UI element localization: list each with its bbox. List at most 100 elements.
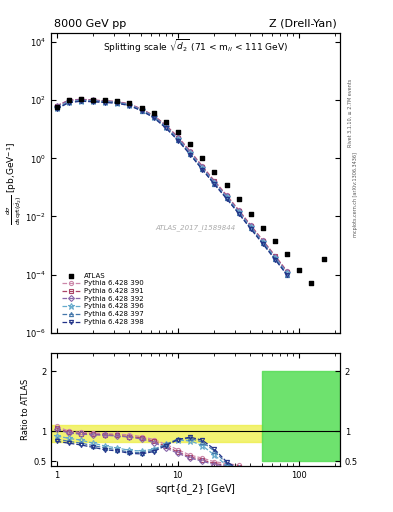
Pythia 6.428 391 (127, 101, 132, 107)
Pythia 6.428 390 (212, 178, 217, 184)
Pythia 6.428 396 (176, 136, 180, 142)
ATLAS (138, 103, 145, 112)
Pythia 6.428 391 (200, 163, 205, 169)
Line: Pythia 6.428 391: Pythia 6.428 391 (55, 97, 289, 274)
Pythia 6.428 390 (188, 148, 193, 154)
Line: Pythia 6.428 392: Pythia 6.428 392 (55, 97, 289, 274)
ATLAS (199, 154, 206, 162)
Pythia 6.428 392 (273, 254, 277, 260)
Line: Pythia 6.428 397: Pythia 6.428 397 (55, 99, 289, 276)
Pythia 6.428 397 (248, 225, 253, 231)
Pythia 6.428 392 (285, 269, 290, 275)
Pythia 6.428 392 (261, 238, 265, 244)
Pythia 6.428 391 (248, 223, 253, 229)
ATLAS (53, 102, 60, 111)
Text: ATLAS_2017_I1589844: ATLAS_2017_I1589844 (155, 225, 236, 231)
ATLAS (248, 210, 254, 218)
Pythia 6.428 398 (224, 196, 229, 202)
Pythia 6.428 391 (66, 97, 71, 103)
Pythia 6.428 392 (188, 149, 193, 155)
Pythia 6.428 398 (91, 99, 95, 105)
Pythia 6.428 390 (261, 238, 265, 244)
Pythia 6.428 397 (54, 105, 59, 112)
Pythia 6.428 398 (261, 241, 265, 247)
Pythia 6.428 390 (115, 98, 119, 104)
Text: mcplots.cern.ch [arXiv:1306.3436]: mcplots.cern.ch [arXiv:1306.3436] (353, 152, 358, 237)
Pythia 6.428 391 (176, 135, 180, 141)
Pythia 6.428 391 (212, 178, 217, 184)
Pythia 6.428 391 (91, 97, 95, 103)
Pythia 6.428 396 (224, 194, 229, 200)
ATLAS (260, 224, 266, 232)
Pythia 6.428 397 (212, 181, 217, 187)
Pythia 6.428 398 (79, 98, 83, 104)
Pythia 6.428 391 (151, 113, 156, 119)
Pythia 6.428 397 (127, 102, 132, 109)
ATLAS (90, 95, 96, 103)
Pythia 6.428 397 (103, 99, 108, 105)
Pythia 6.428 392 (248, 223, 253, 229)
Pythia 6.428 396 (103, 99, 108, 105)
Pythia 6.428 390 (91, 97, 95, 103)
ATLAS (102, 96, 108, 104)
Pythia 6.428 398 (273, 257, 277, 263)
Pythia 6.428 392 (127, 101, 132, 108)
Pythia 6.428 398 (115, 100, 119, 106)
Pythia 6.428 397 (224, 195, 229, 201)
Pythia 6.428 391 (188, 148, 193, 155)
Pythia 6.428 398 (176, 137, 180, 143)
Pythia 6.428 392 (224, 193, 229, 199)
Pythia 6.428 390 (248, 222, 253, 228)
Pythia 6.428 391 (79, 96, 83, 102)
Pythia 6.428 391 (285, 269, 290, 275)
ATLAS (272, 237, 278, 245)
Pythia 6.428 390 (151, 112, 156, 118)
Pythia 6.428 397 (236, 210, 241, 216)
Pythia 6.428 397 (151, 114, 156, 120)
Pythia 6.428 390 (79, 96, 83, 102)
ATLAS (175, 128, 181, 136)
Pythia 6.428 390 (236, 207, 241, 213)
Pythia 6.428 392 (139, 106, 144, 113)
Pythia 6.428 391 (139, 106, 144, 112)
Line: Pythia 6.428 390: Pythia 6.428 390 (55, 97, 289, 273)
Pythia 6.428 396 (236, 209, 241, 215)
Pythia 6.428 391 (261, 238, 265, 244)
Pythia 6.428 392 (115, 99, 119, 105)
Pythia 6.428 397 (91, 98, 95, 104)
Pythia 6.428 396 (151, 114, 156, 120)
Pythia 6.428 398 (285, 272, 290, 279)
Pythia 6.428 391 (273, 253, 277, 259)
Pythia 6.428 398 (236, 210, 241, 217)
Line: Pythia 6.428 396: Pythia 6.428 396 (53, 97, 290, 276)
Pythia 6.428 397 (188, 151, 193, 157)
Pythia 6.428 391 (224, 193, 229, 199)
Pythia 6.428 396 (273, 254, 277, 261)
Pythia 6.428 392 (176, 135, 180, 141)
Pythia 6.428 396 (91, 98, 95, 104)
ATLAS (78, 95, 84, 103)
ATLAS (66, 96, 72, 104)
Pythia 6.428 396 (127, 102, 132, 108)
Pythia 6.428 397 (66, 99, 71, 105)
Pythia 6.428 398 (127, 102, 132, 109)
Pythia 6.428 390 (163, 122, 168, 128)
Pythia 6.428 398 (139, 108, 144, 114)
Pythia 6.428 392 (212, 179, 217, 185)
Pythia 6.428 397 (273, 256, 277, 262)
Pythia 6.428 398 (66, 100, 71, 106)
Pythia 6.428 396 (261, 240, 265, 246)
Text: Rivet 3.1.10, ≥ 2.7M events: Rivet 3.1.10, ≥ 2.7M events (348, 78, 353, 147)
Pythia 6.428 390 (66, 97, 71, 103)
Pythia 6.428 397 (79, 98, 83, 104)
ATLAS (235, 195, 242, 203)
Pythia 6.428 396 (66, 99, 71, 105)
Pythia 6.428 391 (163, 122, 168, 129)
Pythia 6.428 392 (66, 97, 71, 103)
ATLAS (284, 250, 290, 259)
Pythia 6.428 398 (103, 99, 108, 105)
Pythia 6.428 396 (139, 107, 144, 113)
Pythia 6.428 397 (139, 108, 144, 114)
Text: 8000 GeV pp: 8000 GeV pp (54, 19, 126, 29)
ATLAS (126, 99, 132, 107)
